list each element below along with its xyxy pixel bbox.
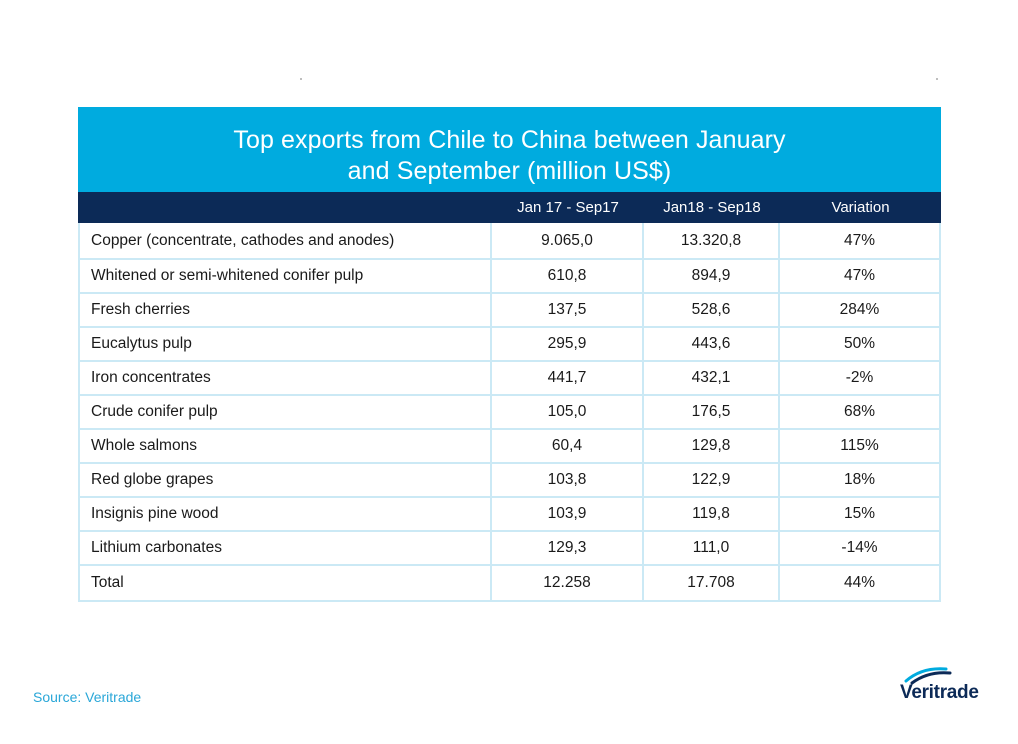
cell-variation: 115% — [840, 437, 879, 454]
table-row: Whitened or semi-whitened conifer pulp 61… — [80, 260, 939, 294]
cell-jan17-sep17: 129,3 — [492, 532, 644, 564]
cell-jan17-sep17: 441,7 — [492, 362, 644, 394]
cell-jan18-sep18: 176,5 — [644, 396, 780, 428]
cell-product: Fresh cherries — [80, 294, 492, 326]
cell-variation: 18% — [843, 471, 876, 488]
cell-product: Whitened or semi-whitened conifer pulp — [80, 260, 492, 292]
cell-variation: 50% — [843, 335, 876, 352]
table-row: Fresh cherries 137,5 528,6 284% — [80, 294, 939, 328]
decor-dot — [300, 78, 302, 80]
cell-jan18-sep18: 528,6 — [644, 294, 780, 326]
veritrade-swoosh-icon — [904, 667, 952, 685]
cell-variation: 44% — [843, 574, 876, 591]
cell-variation: 15% — [843, 505, 876, 522]
header-jan18-sep18: Jan18 - Sep18 — [663, 199, 761, 216]
cell-variation: 284% — [839, 301, 880, 318]
cell-variation: 68% — [843, 403, 876, 420]
veritrade-logo: Veritrade — [898, 665, 988, 709]
cell-product: Insignis pine wood — [80, 498, 492, 530]
cell-jan17-sep17: 610,8 — [492, 260, 644, 292]
cell-variation: 47% — [843, 267, 876, 284]
cell-jan17-sep17: 105,0 — [492, 396, 644, 428]
logo-text: Veritrade — [900, 682, 979, 703]
cell-jan18-sep18: 129,8 — [644, 430, 780, 462]
cell-product: Whole salmons — [80, 430, 492, 462]
cell-jan18-sep18: 13.320,8 — [644, 223, 780, 258]
cell-product: Red globe grapes — [80, 464, 492, 496]
source-note: Source: Veritrade — [33, 689, 142, 705]
cell-variation: 47% — [843, 231, 876, 249]
cell-jan17-sep17: 103,8 — [492, 464, 644, 496]
table-row: Whole salmons 60,4 129,8 115% — [80, 430, 939, 464]
cell-jan17-sep17: 295,9 — [492, 328, 644, 360]
table-row: Copper (concentrate, cathodes and anodes… — [80, 223, 939, 260]
cell-jan18-sep18: 119,8 — [644, 498, 780, 530]
cell-jan18-sep18: 111,0 — [644, 532, 780, 564]
table-row: Iron concentrates 441,7 432,1 -2% — [80, 362, 939, 396]
table-row: Insignis pine wood 103,9 119,8 15% — [80, 498, 939, 532]
table-row: Total 12.258 17.708 44% — [80, 566, 939, 600]
cell-jan18-sep18: 17.708 — [644, 566, 780, 600]
cell-variation: -2% — [845, 369, 874, 386]
table-row: Lithium carbonates 129,3 111,0 -14% — [80, 532, 939, 566]
cell-product: Iron concentrates — [80, 362, 492, 394]
cell-jan18-sep18: 122,9 — [644, 464, 780, 496]
cell-jan17-sep17: 9.065,0 — [492, 223, 644, 258]
table-row: Red globe grapes 103,8 122,9 18% — [80, 464, 939, 498]
exports-table: Top exports from Chile to China between … — [78, 107, 941, 602]
table-title-bar: Top exports from Chile to China between … — [78, 107, 941, 192]
cell-jan17-sep17: 137,5 — [492, 294, 644, 326]
table-header-row: Jan 17 - Sep17 Jan18 - Sep18 Variation — [78, 192, 941, 223]
cell-product: Crude conifer pulp — [80, 396, 492, 428]
cell-jan17-sep17: 103,9 — [492, 498, 644, 530]
cell-product: Copper (concentrate, cathodes and anodes… — [80, 223, 492, 258]
cell-jan18-sep18: 894,9 — [644, 260, 780, 292]
table-title: Top exports from Chile to China between … — [233, 126, 786, 185]
cell-variation: -14% — [841, 539, 878, 556]
cell-jan17-sep17: 60,4 — [492, 430, 644, 462]
header-jan17-sep17: Jan 17 - Sep17 — [517, 199, 619, 216]
cell-product: Eucalytus pulp — [80, 328, 492, 360]
table-row: Eucalytus pulp 295,9 443,6 50% — [80, 328, 939, 362]
cell-jan18-sep18: 443,6 — [644, 328, 780, 360]
table-body: Copper (concentrate, cathodes and anodes… — [78, 223, 941, 602]
cell-jan18-sep18: 432,1 — [644, 362, 780, 394]
cell-product: Lithium carbonates — [80, 532, 492, 564]
decor-dot — [936, 78, 938, 80]
table-row: Crude conifer pulp 105,0 176,5 68% — [80, 396, 939, 430]
cell-jan17-sep17: 12.258 — [492, 566, 644, 600]
header-variation: Variation — [831, 199, 890, 216]
cell-product: Total — [80, 566, 492, 600]
